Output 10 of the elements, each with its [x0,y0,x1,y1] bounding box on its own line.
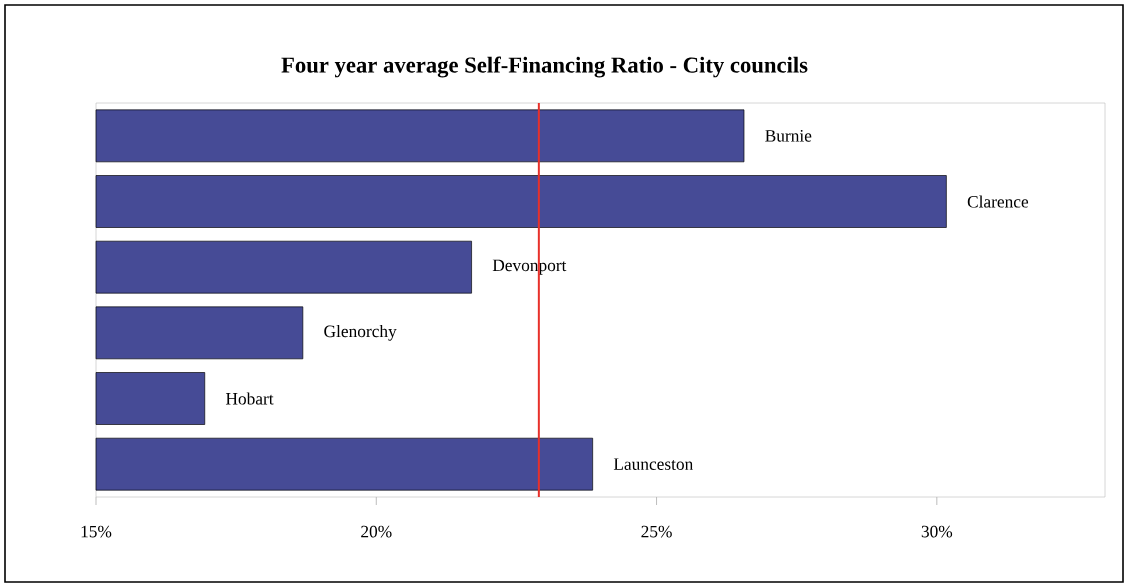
y-tick-label: Clarence [967,195,1029,208]
y-tick-label: Glenorchy [324,324,397,341]
chart-title: Four year average Self-Financing Ratio - City councils [281,56,808,78]
x-tick-label: 30% [921,525,953,538]
y-tick-label: Burnie [765,130,812,142]
x-tick-label: 20% [361,525,392,538]
y-tick-label: Launceston [613,458,694,470]
y-tick-label: Hobart [225,392,274,405]
x-tick-label: 25% [641,525,672,538]
x-tick-label: 15% [81,525,112,538]
